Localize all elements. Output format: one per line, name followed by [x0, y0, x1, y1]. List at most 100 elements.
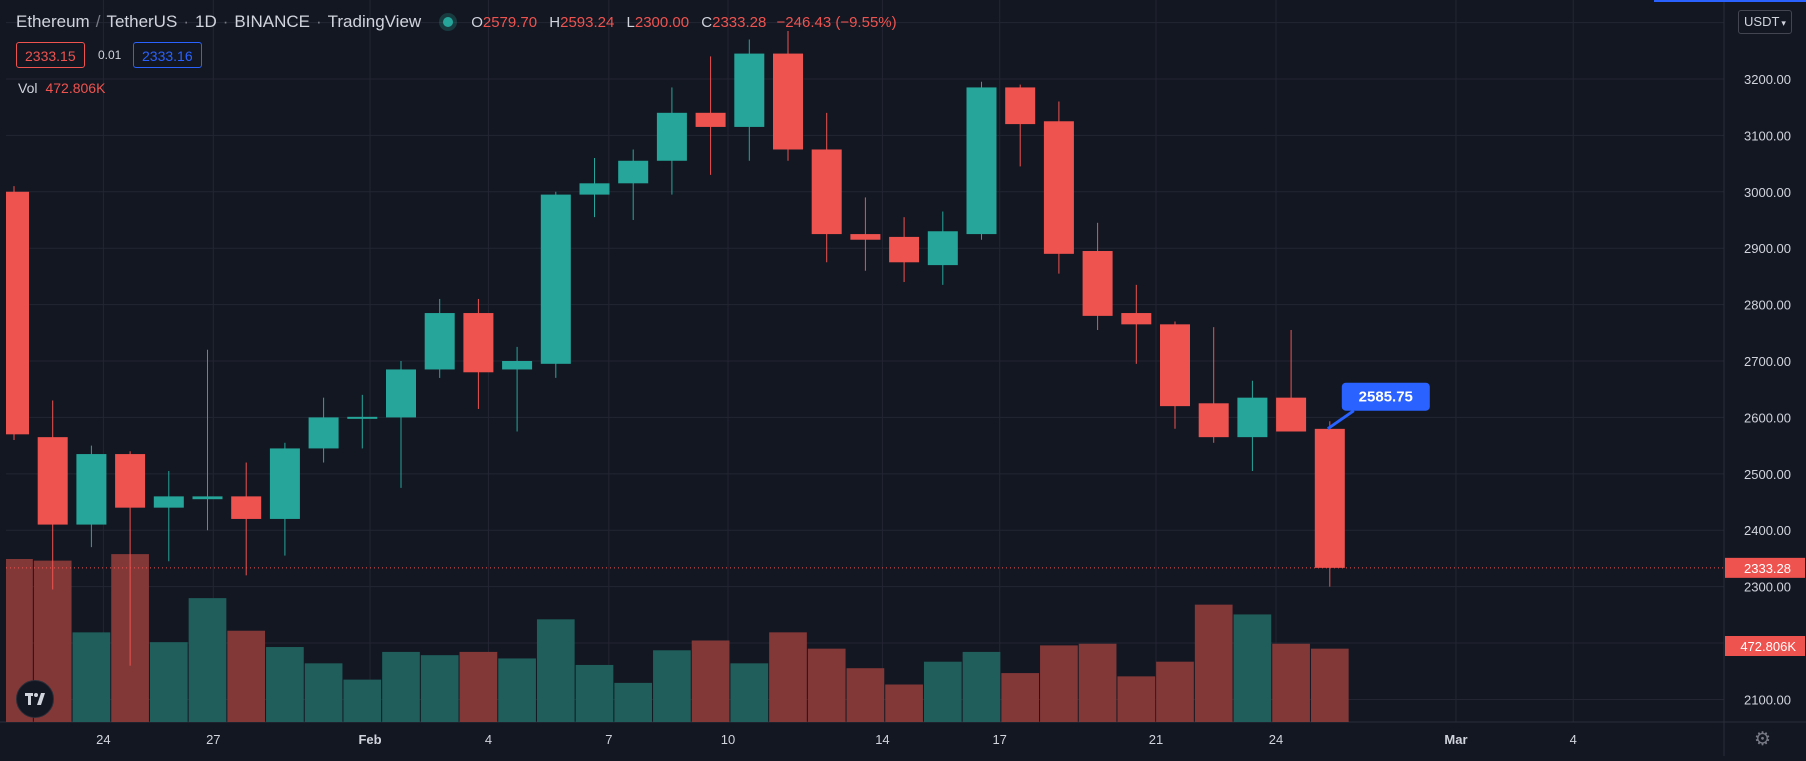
last-price-label: 2333.28 [1744, 561, 1791, 576]
candle-body[interactable] [1276, 397, 1307, 432]
last-price-marker[interactable] [1725, 557, 1805, 578]
buy-price-button[interactable]: 2333.16 [133, 42, 202, 68]
candle-body[interactable] [966, 87, 997, 235]
dot-separator: · [183, 12, 189, 31]
candle-body[interactable] [502, 361, 533, 370]
candle-body[interactable] [192, 496, 223, 500]
candle-body[interactable] [386, 369, 416, 418]
candle-body[interactable] [463, 313, 494, 373]
candle-body[interactable] [1043, 121, 1074, 254]
volume-bar[interactable] [923, 661, 962, 722]
candle-body[interactable] [850, 234, 881, 240]
last-volume-marker[interactable] [1725, 636, 1805, 656]
volume-bar[interactable] [730, 663, 769, 722]
y-tick-label: 2300.00 [1744, 580, 1791, 595]
volume-bar[interactable] [188, 598, 227, 722]
volume-bar[interactable] [227, 630, 266, 722]
candle-body[interactable] [1314, 428, 1345, 568]
x-tick-label: Mar [1444, 732, 1467, 747]
candle-body[interactable] [579, 183, 610, 195]
candle-body[interactable] [269, 448, 300, 519]
candle-body[interactable] [927, 231, 958, 266]
candle-body[interactable] [76, 454, 107, 525]
candle-body[interactable] [231, 496, 262, 519]
volume-bar[interactable] [459, 651, 498, 722]
volume-bar[interactable] [382, 651, 420, 722]
volume-bar[interactable] [149, 642, 188, 722]
volume-legend[interactable]: Vol 472.806K [18, 80, 105, 96]
annotation-pointer[interactable] [1326, 409, 1355, 430]
volume-bar[interactable] [420, 655, 459, 722]
candle-body[interactable] [115, 454, 146, 508]
candle-body[interactable] [6, 191, 29, 435]
y-tick-label: 2600.00 [1744, 410, 1791, 425]
tradingview-logo-icon[interactable] [16, 680, 54, 718]
volume-bar[interactable] [536, 619, 575, 722]
volume-bar[interactable] [846, 668, 885, 722]
volume-bar[interactable] [1078, 643, 1117, 722]
candle-body[interactable] [811, 149, 842, 235]
candle-body[interactable] [1160, 324, 1190, 407]
gear-icon[interactable]: ⚙ [1754, 729, 1772, 750]
open-value: 2579.70 [482, 13, 538, 31]
candle-body[interactable] [773, 53, 803, 150]
symbol-name[interactable]: Ethereum [16, 12, 90, 31]
volume-bar[interactable] [614, 682, 653, 722]
currency-selector[interactable]: USDT ▾ [1738, 10, 1792, 34]
volume-bar[interactable] [343, 679, 382, 722]
volume-bar[interactable] [575, 664, 614, 722]
interval-label[interactable]: 1D [194, 12, 217, 31]
volume-bar[interactable] [72, 632, 111, 722]
candle-body[interactable] [618, 160, 649, 184]
volume-bar[interactable] [266, 647, 304, 722]
volume-bar[interactable] [1001, 673, 1040, 722]
candle-body[interactable] [1237, 397, 1268, 438]
volume-bar[interactable] [691, 640, 730, 723]
volume-bar[interactable] [769, 632, 807, 722]
volume-bar[interactable] [1233, 614, 1272, 722]
candle-body[interactable] [347, 416, 378, 419]
candle-body[interactable] [37, 437, 68, 525]
candle-body[interactable] [1005, 87, 1036, 125]
x-tick-label: 27 [206, 732, 220, 747]
y-tick-label: 2400.00 [1744, 523, 1791, 538]
sell-price-button[interactable]: 2333.15 [16, 42, 85, 68]
volume-bar[interactable] [1117, 676, 1156, 722]
candle-body[interactable] [424, 313, 455, 370]
candle-body[interactable] [153, 496, 184, 508]
candle-body[interactable] [695, 112, 726, 127]
volume-bar[interactable] [1040, 645, 1078, 722]
candle-body[interactable] [656, 112, 687, 161]
volume-bar[interactable] [962, 651, 1001, 722]
x-tick-label: 14 [875, 732, 889, 747]
exchange-label[interactable]: BINANCE [234, 12, 310, 31]
symbol-legend[interactable]: Ethereum / TetherUS · 1D · BINANCE · Tra… [16, 12, 897, 32]
candle-body[interactable] [1121, 313, 1152, 325]
quote-name[interactable]: TetherUS [106, 12, 178, 31]
candle-body[interactable] [1198, 403, 1229, 438]
volume-bar[interactable] [1156, 661, 1194, 722]
candle-body[interactable] [889, 236, 920, 263]
volume-bar[interactable] [1272, 643, 1310, 722]
annotation-box[interactable] [1341, 382, 1430, 411]
volume-bar[interactable] [807, 648, 846, 722]
candle-body[interactable] [540, 194, 571, 364]
volume-bar[interactable] [1310, 648, 1349, 722]
volume-bar[interactable] [653, 650, 691, 722]
x-tick-label: 21 [1149, 732, 1163, 747]
market-status-icon[interactable] [443, 17, 454, 27]
candle-body[interactable] [1082, 251, 1113, 316]
candle-body[interactable] [734, 53, 765, 127]
symbol-separator: / [95, 12, 101, 31]
candle-body[interactable] [308, 417, 339, 449]
close-value: 2333.28 [712, 13, 767, 31]
dot-separator: · [315, 12, 322, 31]
volume-bar[interactable] [1194, 604, 1233, 722]
annotation-label: 2585.75 [1359, 389, 1413, 406]
volume-bar[interactable] [885, 684, 923, 722]
volume-bar[interactable] [304, 663, 343, 722]
volume-bar[interactable] [498, 658, 536, 722]
